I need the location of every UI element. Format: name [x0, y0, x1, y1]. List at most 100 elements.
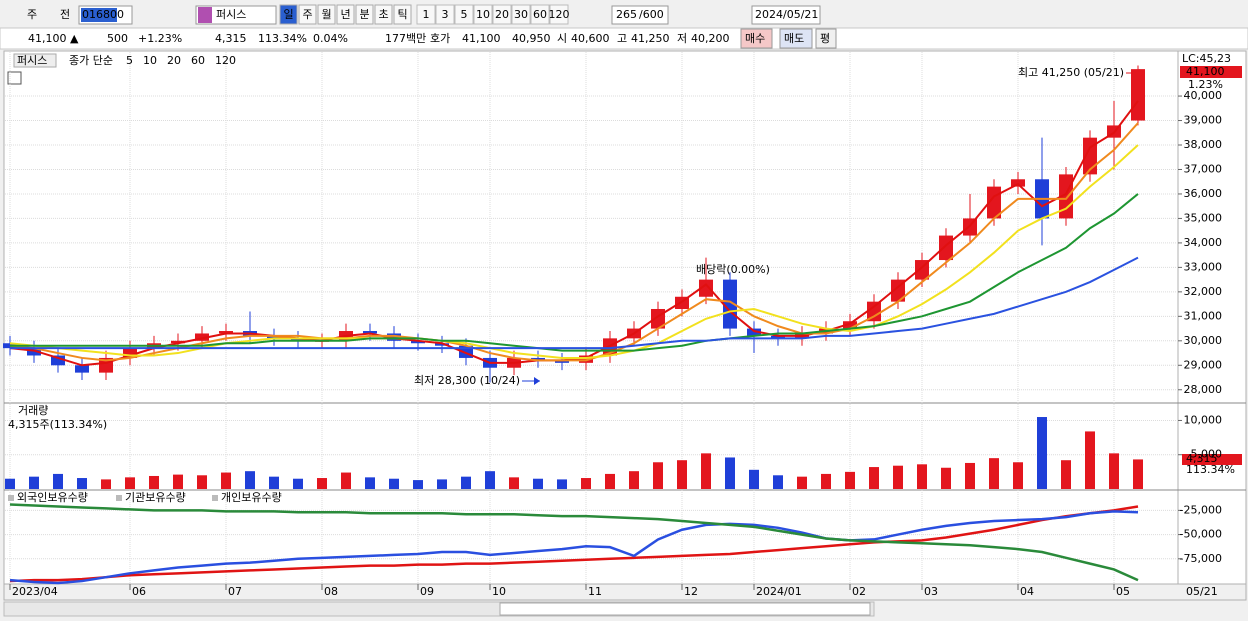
chart-subtitle: 종가 단순	[69, 54, 113, 67]
table-icon[interactable]	[7, 71, 22, 85]
lc-label: LC:45,23	[1182, 52, 1231, 65]
x-tick-label: 07	[228, 585, 242, 598]
volume-bar	[509, 477, 519, 489]
annotation: 배당락(0.00%)	[696, 263, 770, 276]
period-label[interactable]: 년	[340, 8, 350, 21]
x-tick-label: 2024/01	[756, 585, 802, 598]
interval-button[interactable]	[473, 4, 493, 25]
candle-body	[291, 338, 305, 341]
period-button[interactable]	[279, 4, 298, 25]
period-label[interactable]: 틱	[397, 8, 407, 21]
period-button[interactable]	[393, 4, 412, 25]
period-button[interactable]	[355, 4, 374, 25]
interval-button[interactable]	[530, 4, 550, 25]
code-selection	[81, 8, 117, 22]
volume-subtitle: 4,315주(113.34%)	[8, 418, 107, 431]
interval-button[interactable]	[416, 4, 436, 25]
period-label[interactable]: 분	[359, 8, 369, 21]
legend-entry[interactable]: 20	[167, 54, 181, 67]
quote-change: 500	[107, 32, 128, 45]
volume-badge-label: 4,315	[1186, 452, 1218, 465]
interval-label[interactable]: 30	[514, 8, 528, 21]
volume-bar	[173, 474, 183, 489]
sell-button[interactable]	[779, 28, 813, 49]
quote-buy[interactable]: 매수	[745, 32, 765, 45]
quote-sell[interactable]: 매도	[784, 32, 804, 45]
period-label[interactable]: 초	[378, 8, 388, 21]
y-tick-label: 29,000	[1184, 358, 1223, 371]
interval-label[interactable]: 1	[423, 8, 430, 21]
interval-button[interactable]	[454, 4, 474, 25]
volume-bar	[557, 479, 567, 489]
quote-volume: 4,315	[215, 32, 247, 45]
volume-bar	[29, 476, 39, 489]
y-tick-label: 37,000	[1184, 162, 1223, 175]
period-label[interactable]: 일	[283, 7, 293, 21]
quote-volume-pct: 113.34%	[258, 32, 307, 45]
y-tick-label: 10,000	[1184, 413, 1223, 426]
interval-button[interactable]	[549, 4, 569, 25]
volume-bar	[389, 478, 399, 489]
interval-label[interactable]: 120	[549, 8, 570, 21]
legend-entry[interactable]: 외국인보유수량	[17, 491, 88, 504]
quote-price: 41,100 ▲	[28, 32, 79, 45]
price-badge-label: 41,100	[1186, 65, 1225, 78]
interval-button[interactable]	[511, 4, 531, 25]
legend-entry[interactable]: 120	[215, 54, 236, 67]
candle-body	[1011, 179, 1025, 187]
bar-count[interactable]: 265	[616, 8, 637, 21]
legend-entry[interactable]: 개인보유수량	[221, 491, 282, 504]
candle-body	[387, 333, 401, 341]
candle-body	[771, 335, 785, 339]
y-tick-label: 28,000	[1184, 383, 1223, 396]
period-label[interactable]: 주	[302, 8, 312, 21]
interval-label[interactable]: 3	[442, 8, 449, 21]
avg-button[interactable]	[815, 28, 837, 49]
period-button[interactable]	[317, 4, 336, 25]
scroll-thumb[interactable]	[499, 602, 871, 616]
annotation-arrowhead	[534, 377, 540, 385]
volume-bar	[197, 475, 207, 489]
quote-high: 41,250	[631, 32, 670, 45]
interval-button[interactable]	[435, 4, 455, 25]
interval-label[interactable]: 10	[476, 8, 490, 21]
interval-button[interactable]	[492, 4, 512, 25]
volume-bar	[317, 478, 327, 489]
x-tick-label: 12	[684, 585, 698, 598]
volume-bar	[437, 479, 447, 489]
name-box[interactable]	[195, 5, 277, 25]
x-tick-label: 03	[924, 585, 938, 598]
volume-bar	[653, 462, 663, 489]
y-tick-label: -75,000	[1180, 552, 1222, 565]
series-line	[9, 505, 1139, 583]
market-select[interactable]: 주	[27, 8, 37, 21]
candle-body	[27, 348, 41, 356]
volume-badge	[1182, 454, 1242, 465]
date-input[interactable]: 2024/05/21	[755, 8, 818, 21]
period-button[interactable]	[374, 4, 393, 25]
period-button[interactable]	[336, 4, 355, 25]
x-tick-label: 06	[132, 585, 146, 598]
stock-name[interactable]: 퍼시스	[216, 8, 246, 21]
interval-label[interactable]: 5	[461, 8, 468, 21]
interval-label[interactable]: 60	[533, 8, 547, 21]
legend-entry[interactable]: 10	[143, 54, 157, 67]
count-box[interactable]	[611, 5, 669, 25]
candle-body	[219, 331, 233, 334]
volume-bar	[1013, 462, 1023, 489]
buy-button[interactable]	[740, 28, 773, 49]
legend-entry[interactable]: 60	[191, 54, 205, 67]
stock-code[interactable]: 016800	[82, 8, 124, 21]
legend-entry[interactable]: 5	[126, 54, 133, 67]
date-box[interactable]	[751, 5, 821, 25]
period-label[interactable]: 월	[321, 8, 331, 21]
interval-label[interactable]: 20	[495, 8, 509, 21]
quote-avg[interactable]: 평	[820, 32, 830, 45]
name-icon	[198, 7, 212, 23]
quote-change-pct: +1.23%	[138, 32, 182, 45]
candle-body	[699, 279, 713, 297]
period-button[interactable]	[298, 4, 317, 25]
legend-entry[interactable]: 기관보유수량	[125, 491, 186, 504]
prev-button[interactable]: 전	[60, 8, 70, 21]
